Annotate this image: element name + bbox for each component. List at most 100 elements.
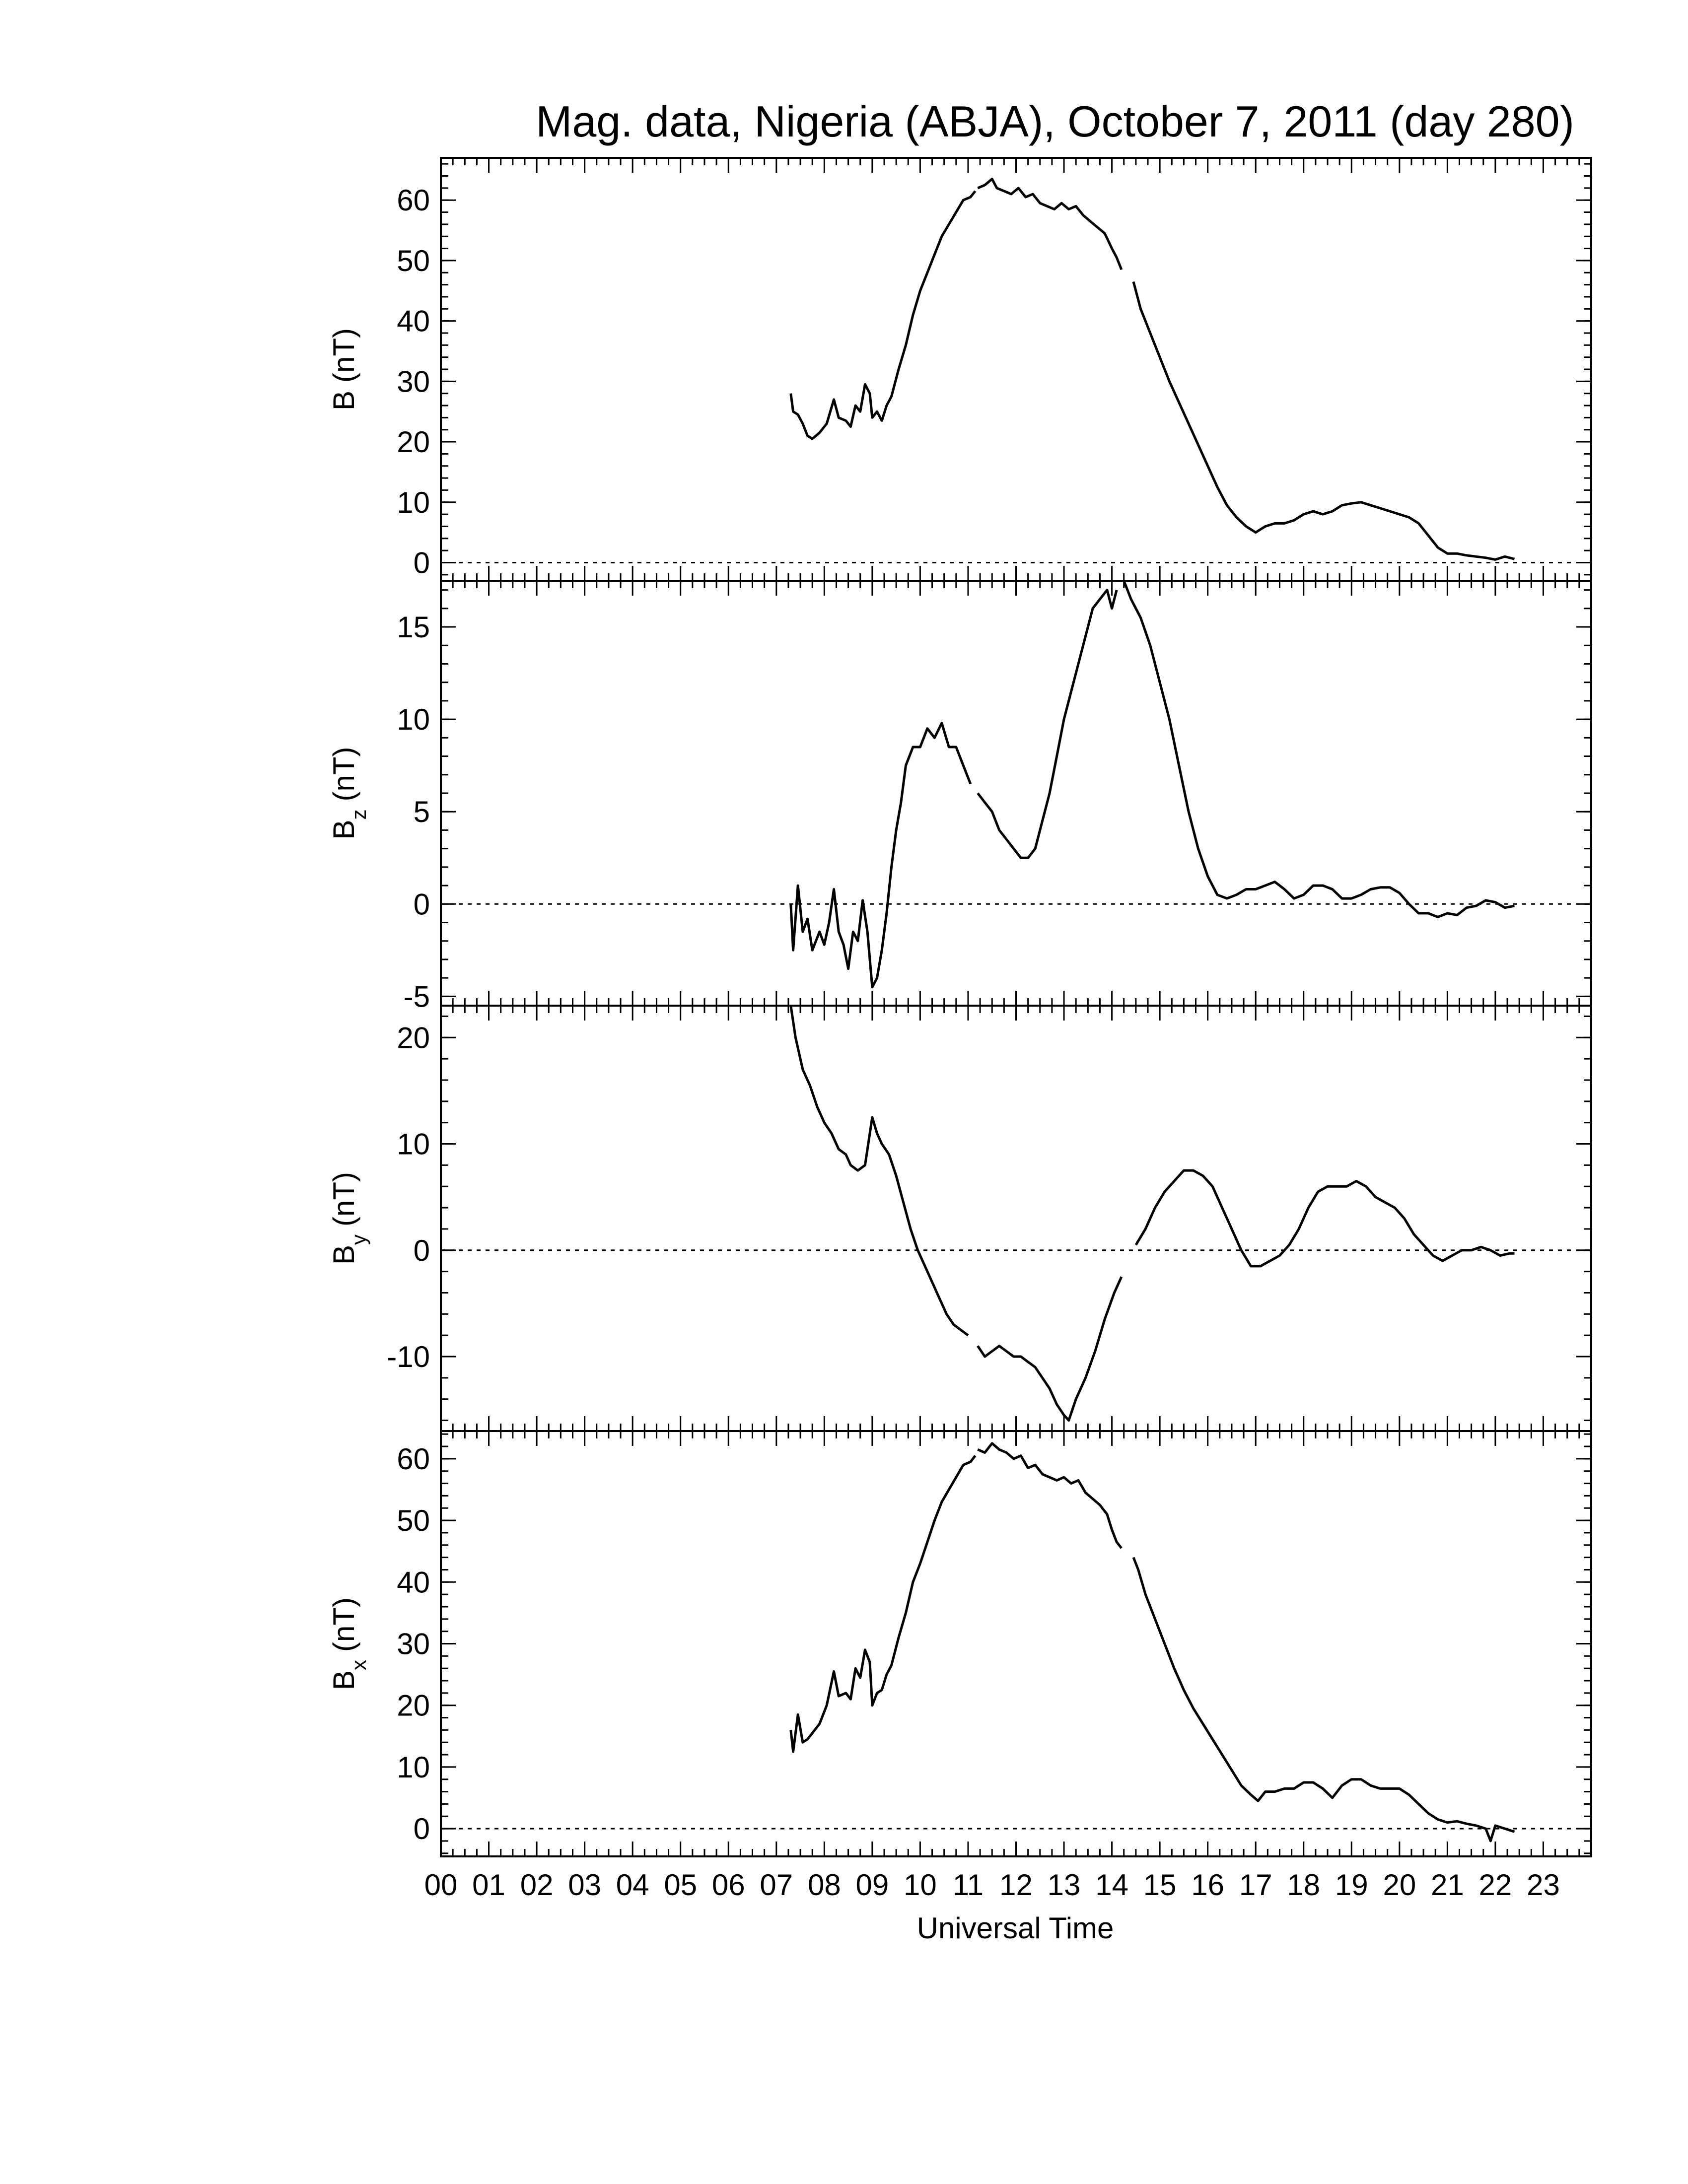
y-tick-label: 10 <box>397 486 430 519</box>
y-tick-label: 40 <box>397 1566 430 1599</box>
trace-by <box>789 1005 1515 1422</box>
y-tick-label: 20 <box>397 425 430 459</box>
plot-frame-b <box>440 157 1592 582</box>
x-ticks-b <box>440 158 1592 581</box>
y-label-sub: y <box>347 1234 370 1245</box>
y-tick-label: 50 <box>397 1504 430 1537</box>
x-ticks-by <box>440 1006 1592 1431</box>
y-tick-label: 0 <box>414 887 430 921</box>
x-tick-label: 03 <box>568 1868 601 1902</box>
y-tick-label: 20 <box>397 1689 430 1722</box>
x-tick-label: 19 <box>1335 1868 1368 1902</box>
y-tick-label: 0 <box>414 1234 430 1267</box>
y-ticks-by <box>441 1015 1591 1422</box>
y-tick-labels-by: -10 0 10 20 <box>387 1021 430 1373</box>
x-tick-label: 02 <box>520 1868 554 1902</box>
svg-text:Bz(nT): Bz (nT) <box>327 747 370 839</box>
y-label-main: B <box>327 819 360 839</box>
series-line <box>977 589 1118 859</box>
y-ticks-bz <box>441 589 1591 997</box>
x-tick-label: 22 <box>1479 1868 1512 1902</box>
x-tick-label: 08 <box>808 1868 841 1902</box>
x-tick-label: 17 <box>1239 1868 1272 1902</box>
y-tick-labels-bz: -5 0 5 10 15 <box>397 611 430 1013</box>
y-label-sub: z <box>347 809 370 819</box>
y-label-unit: (nT) <box>327 1597 360 1652</box>
series-line <box>977 1442 1123 1549</box>
series-line <box>789 1005 969 1337</box>
trace-bx <box>789 1442 1515 1843</box>
x-tick-label: 23 <box>1527 1868 1560 1902</box>
series-line <box>789 190 977 440</box>
y-tick-label: 20 <box>397 1021 430 1054</box>
x-tick-label: 05 <box>664 1868 697 1902</box>
x-tick-label: 16 <box>1191 1868 1224 1902</box>
x-tick-label: 20 <box>1383 1868 1416 1902</box>
x-tick-label: 09 <box>856 1868 889 1902</box>
y-tick-label: 60 <box>397 184 430 217</box>
y-tick-label: 30 <box>397 365 430 398</box>
y-label-main: B <box>327 391 360 410</box>
y-tick-label: 60 <box>397 1442 430 1476</box>
panel-bz: Bz (nT) -5 0 5 10 15 <box>327 580 1592 1013</box>
y-tick-label: -10 <box>387 1340 430 1373</box>
y-tick-labels-bx: 0 10 20 30 40 50 60 <box>397 1442 430 1845</box>
x-tick-label: 15 <box>1143 1868 1177 1902</box>
svg-text:By(nT): By (nT) <box>327 1172 370 1265</box>
x-tick-label: 06 <box>712 1868 745 1902</box>
series-line <box>789 722 972 989</box>
x-axis-label: Universal Time <box>917 1911 1114 1945</box>
x-tick-label: 01 <box>472 1868 505 1902</box>
x-tick-label: 00 <box>424 1868 458 1902</box>
x-tick-label: 07 <box>760 1868 793 1902</box>
x-tick-labels: 00 01 02 03 04 05 06 07 08 09 10 11 12 13 14 15 16 17 18 19… <box>424 1868 1560 1902</box>
series-line <box>977 178 1123 271</box>
panel-by: By (nT) -10 0 10 20 <box>327 1005 1592 1432</box>
x-tick-label: 10 <box>904 1868 937 1902</box>
y-tick-label: 30 <box>397 1628 430 1661</box>
series-line <box>1132 281 1515 561</box>
y-label-unit: (nT) <box>327 328 360 383</box>
y-ticks-b <box>441 163 1591 576</box>
y-axis-label-by: By (nT) <box>327 1172 370 1265</box>
chart-title: Mag. data, Nigeria (ABJA), October 7, 20… <box>536 97 1574 146</box>
plot-frame-by <box>440 1005 1592 1432</box>
x-tick-label: 13 <box>1048 1868 1081 1902</box>
y-ticks-bx <box>441 1433 1591 1854</box>
panel-b-total: B (nT) 0 10 20 30 40 50 60 <box>327 157 1592 582</box>
panel-bx: Bx (nT) 0 10 20 30 40 50 60 <box>327 1430 1592 1857</box>
y-tick-label: 0 <box>414 1812 430 1845</box>
y-tick-label: 10 <box>397 1128 430 1161</box>
svg-text:B(nT): B (nT) <box>327 328 360 410</box>
plot-frame-bz <box>440 580 1592 1007</box>
series-line <box>1134 1169 1515 1268</box>
y-tick-label: 5 <box>414 795 430 828</box>
y-axis-label-b: B (nT) <box>327 328 360 410</box>
y-axis-label-bz: Bz (nT) <box>327 747 370 839</box>
x-tick-label: 12 <box>999 1868 1033 1902</box>
y-tick-labels-b: 0 10 20 30 40 50 60 <box>397 184 430 579</box>
y-tick-label: 10 <box>397 1751 430 1784</box>
series-line <box>1132 1557 1515 1843</box>
x-tick-label: 18 <box>1287 1868 1320 1902</box>
x-ticks-bx <box>440 1431 1592 1856</box>
x-ticks-bz <box>440 581 1592 1006</box>
y-label-main: B <box>327 1670 360 1690</box>
y-tick-label: 0 <box>414 546 430 579</box>
y-label-unit: (nT) <box>327 747 360 801</box>
plot-frame-bx <box>440 1430 1592 1857</box>
y-tick-label: -5 <box>404 980 430 1013</box>
y-tick-label: 40 <box>397 305 430 338</box>
series-line <box>789 1455 977 1753</box>
y-label-main: B <box>327 1245 360 1265</box>
series-line <box>977 1276 1123 1422</box>
y-tick-label: 10 <box>397 703 430 736</box>
y-tick-label: 15 <box>397 611 430 644</box>
x-tick-label: 21 <box>1431 1868 1464 1902</box>
x-tick-label: 11 <box>953 1868 984 1902</box>
y-label-sub: x <box>347 1660 370 1670</box>
x-tick-label: 14 <box>1095 1868 1128 1902</box>
y-axis-label-bx: Bx (nT) <box>327 1597 370 1690</box>
svg-text:Bx(nT): Bx (nT) <box>327 1597 370 1690</box>
